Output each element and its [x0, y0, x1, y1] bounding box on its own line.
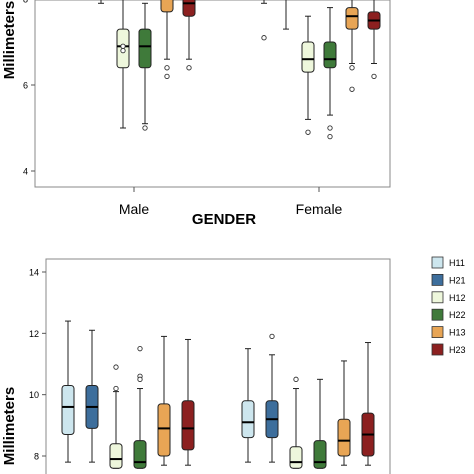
outlier-point	[120, 43, 126, 49]
box-body	[109, 443, 123, 469]
legend-swatch-h12	[431, 291, 444, 304]
outlier-point	[349, 65, 355, 71]
top-plot-marks	[98, 0, 381, 140]
top-y-ticks: 4 6 8	[23, 0, 320, 192]
outlier-point	[186, 65, 192, 71]
box-H11-male	[61, 320, 75, 463]
y-tick-label: 12	[29, 329, 39, 339]
box-body	[61, 384, 75, 436]
box-body	[337, 418, 351, 457]
box-H12-female	[289, 376, 303, 469]
box-body	[313, 440, 327, 469]
box-H23-male	[181, 338, 195, 466]
legend-label-h12: H12	[449, 293, 466, 303]
box-H21-male	[85, 329, 99, 463]
outlier-point	[305, 129, 311, 135]
top-y-axis-label: Millimeters	[1, 1, 18, 79]
bottom-plot: 8 10 12 14 Millimeters	[1, 258, 391, 474]
box-body	[160, 0, 174, 13]
box-H22-female	[313, 378, 327, 469]
box-H13-female	[345, 0, 359, 92]
y-tick-label: 10	[29, 390, 39, 400]
legend-swatch-h21	[431, 273, 444, 286]
box-H11-female	[261, 0, 267, 41]
legend-label-h21: H21	[449, 275, 466, 285]
box-body	[323, 41, 337, 69]
box-H12-male	[116, 0, 130, 129]
top-x-axis-label: GENDER	[192, 211, 256, 228]
box-H23-female	[367, 0, 381, 80]
y-tick-label: 8	[23, 0, 28, 5]
box-H12-male	[109, 364, 123, 469]
outlier-point	[137, 376, 143, 382]
bottom-y-ticks: 8 10 12 14	[29, 268, 46, 462]
box-body	[157, 403, 171, 457]
outlier-point	[137, 346, 143, 352]
box-body	[289, 446, 303, 469]
legend: H11 H21 H12 H22 H13 H23	[431, 256, 466, 356]
outlier-point	[371, 73, 377, 80]
outlier-point	[327, 133, 333, 140]
y-tick-label: 6	[23, 81, 28, 91]
legend-label-h13: H13	[449, 328, 466, 338]
box-H13-male	[160, 0, 174, 80]
box-body	[345, 7, 359, 30]
box-H22-female	[323, 7, 337, 140]
y-tick-label: 14	[29, 268, 39, 278]
legend-label-h11: H11	[449, 258, 465, 268]
box-H22-male	[133, 346, 147, 469]
outlier-point	[164, 73, 170, 80]
outlier-point	[113, 385, 119, 392]
legend-swatch-h13	[431, 326, 444, 339]
legend-swatch-h11	[431, 256, 444, 269]
outlier-point	[327, 125, 333, 131]
bottom-plot-marks	[61, 320, 375, 469]
outlier-point	[349, 86, 355, 92]
box-H11-female	[241, 348, 255, 463]
y-tick-label: 4	[23, 167, 28, 177]
bottom-y-axis-label: Millimeters	[1, 387, 18, 465]
box-H21-female	[265, 333, 279, 463]
y-tick-label: 8	[34, 452, 39, 462]
bottom-plot-area	[45, 258, 391, 474]
box-H13-female	[337, 360, 351, 466]
outlier-point	[164, 65, 170, 71]
outlier-point	[293, 376, 299, 382]
outlier-point	[120, 47, 126, 54]
top-plot-area	[34, 0, 391, 188]
top-x-tick-male: Male	[119, 201, 150, 217]
legend-label-h23: H23	[449, 345, 466, 355]
top-plot: 4 6 8 Millimeters Male Female GENDER	[1, 0, 391, 228]
outlier-point	[261, 35, 267, 41]
box-H21-female	[283, 0, 289, 30]
legend-swatch-h23	[431, 343, 444, 356]
box-body	[181, 400, 195, 451]
box-H23-female	[361, 342, 375, 466]
box-H12-female	[301, 15, 315, 135]
outlier-point	[113, 364, 119, 370]
box-body	[241, 400, 255, 439]
top-x-tick-female: Female	[296, 201, 343, 217]
box-H22-male	[138, 2, 152, 131]
box-H13-male	[157, 335, 171, 466]
box-H21-male	[98, 0, 104, 4]
box-body	[133, 440, 147, 469]
box-body	[301, 41, 315, 73]
outlier-point	[269, 333, 275, 340]
outlier-point	[142, 125, 148, 131]
box-H23-male	[182, 0, 196, 71]
box-body	[138, 28, 152, 69]
legend-label-h22: H22	[449, 310, 466, 320]
legend-swatch-h22	[431, 308, 444, 321]
